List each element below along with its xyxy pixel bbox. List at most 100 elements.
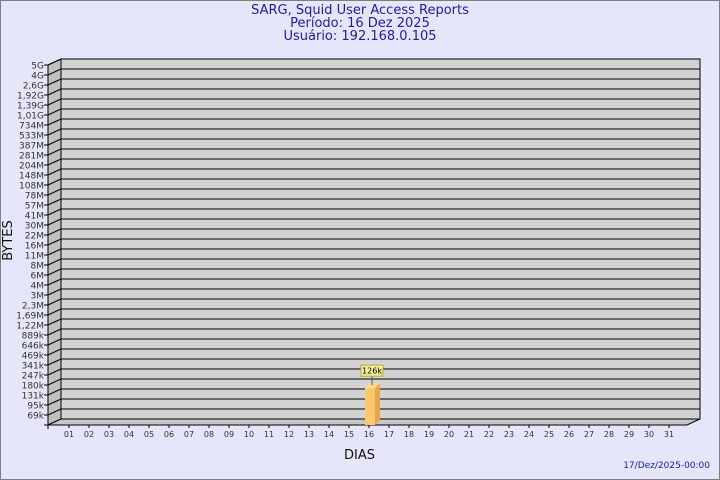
gridline-depth (47, 108, 62, 116)
bar-day-16 (365, 388, 375, 425)
y-tick-label: 16M (25, 242, 44, 252)
x-tick-label: 10 (244, 430, 254, 439)
gridline-depth (47, 298, 62, 306)
y-tick-label: 78M (25, 192, 44, 202)
x-tick-label: 07 (184, 430, 194, 439)
chart-title: SARG, Squid User Access Reports (251, 3, 469, 18)
y-tick-label: 2,6G (23, 82, 44, 92)
y-tick-label: 131k (22, 392, 45, 402)
gridline-depth (47, 318, 62, 326)
bar-top-day-16 (365, 383, 380, 389)
y-tick-label: 8M (31, 262, 45, 272)
y-tick-label: 3M (31, 292, 45, 302)
x-tick-label: 24 (524, 430, 534, 439)
x-tick-label: 31 (664, 430, 674, 439)
x-tick-label: 30 (644, 430, 654, 439)
x-tick-label: 13 (304, 430, 314, 439)
gridline-depth (47, 288, 62, 296)
x-tick-label: 23 (504, 430, 514, 439)
y-tick-label: 387M (19, 142, 44, 152)
x-tick-label: 04 (124, 430, 134, 439)
gridline-depth (47, 358, 62, 366)
data-label: 126k (362, 367, 382, 376)
gridline-depth (47, 348, 62, 356)
gridline-depth (47, 88, 62, 96)
gridline-depth (47, 58, 62, 66)
x-tick-label: 09 (224, 430, 234, 439)
gridline-depth (47, 178, 62, 186)
gridline-depth (47, 68, 62, 76)
y-tick-label: 533M (19, 132, 44, 142)
y-tick-label: 247k (22, 372, 45, 382)
x-axis-label: DIAS (344, 448, 375, 463)
y-tick-label: 41M (25, 212, 44, 222)
chart-period: Período: 16 Dez 2025 (290, 16, 430, 31)
data-label-box (360, 364, 384, 377)
x-tick-label: 18 (404, 430, 414, 439)
y-tick-label: 30M (25, 222, 44, 232)
gridline-depth (47, 398, 62, 406)
gridline-depth (47, 328, 62, 336)
gridline-depth (47, 248, 62, 256)
gridline-depth (47, 238, 62, 246)
y-tick-label: 889k (22, 332, 45, 342)
x-tick-label: 16 (364, 430, 374, 439)
gridline-depth (47, 308, 62, 316)
y-tick-label: 11M (25, 252, 44, 262)
y-tick-label: 469k (22, 352, 45, 362)
y-tick-label: 1,69M (16, 312, 44, 322)
gridline-depth (47, 228, 62, 236)
x-tick-label: 11 (264, 430, 274, 439)
gridline-depth (47, 158, 62, 166)
gridline-depth (47, 258, 62, 266)
gridline-depth (47, 208, 62, 216)
bar-side-day-16 (375, 383, 380, 425)
gridline-depth (47, 218, 62, 226)
gridline-depth (47, 168, 62, 176)
y-tick-label: 5G (31, 62, 44, 72)
y-tick-label: 95k (27, 402, 44, 412)
x-tick-label: 22 (484, 430, 494, 439)
x-tick-label: 01 (64, 430, 74, 439)
gridline-depth (47, 98, 62, 106)
x-tick-label: 19 (424, 430, 434, 439)
y-tick-label: 1,39G (17, 102, 44, 112)
x-tick-label: 17 (384, 430, 394, 439)
x-tick-label: 05 (144, 430, 154, 439)
gridline-depth (47, 368, 62, 376)
y-tick-label: 1,22M (16, 322, 44, 332)
x-tick-label: 26 (564, 430, 574, 439)
x-tick-label: 06 (164, 430, 174, 439)
gridline-depth (47, 338, 62, 346)
y-tick-label: 2,3M (22, 302, 44, 312)
gridline-depth (47, 198, 62, 206)
x-tick-label: 20 (444, 430, 454, 439)
gridline-depth (47, 268, 62, 276)
y-tick-label: 6M (31, 272, 45, 282)
x-tick-label: 02 (84, 430, 94, 439)
y-tick-label: 108M (19, 182, 44, 192)
gridline-depth (47, 118, 62, 126)
y-tick-label: 4M (31, 282, 45, 292)
x-tick-label: 27 (584, 430, 594, 439)
y-tick-label: 148M (19, 172, 44, 182)
y-tick-label: 341k (22, 362, 45, 372)
x-tick-label: 29 (624, 430, 634, 439)
y-tick-label: 646k (22, 342, 45, 352)
y-tick-label: 281M (19, 152, 44, 162)
y-tick-label: 4G (31, 72, 44, 82)
gridline-depth (47, 188, 62, 196)
x-tick-label: 14 (324, 430, 334, 439)
y-tick-label: 69k (27, 412, 44, 422)
footer-timestamp: 17/Dez/2025-00:00 (623, 461, 710, 471)
y-tick-label: 180k (22, 382, 45, 392)
x-tick-label: 28 (604, 430, 614, 439)
gridline-depth (47, 78, 62, 86)
gridline-depth (47, 278, 62, 286)
gridline-depth (47, 138, 62, 146)
x-tick-label: 21 (464, 430, 474, 439)
y-tick-label: 22M (25, 232, 44, 242)
y-tick-label: 734M (19, 122, 44, 132)
x-tick-label: 08 (204, 430, 214, 439)
